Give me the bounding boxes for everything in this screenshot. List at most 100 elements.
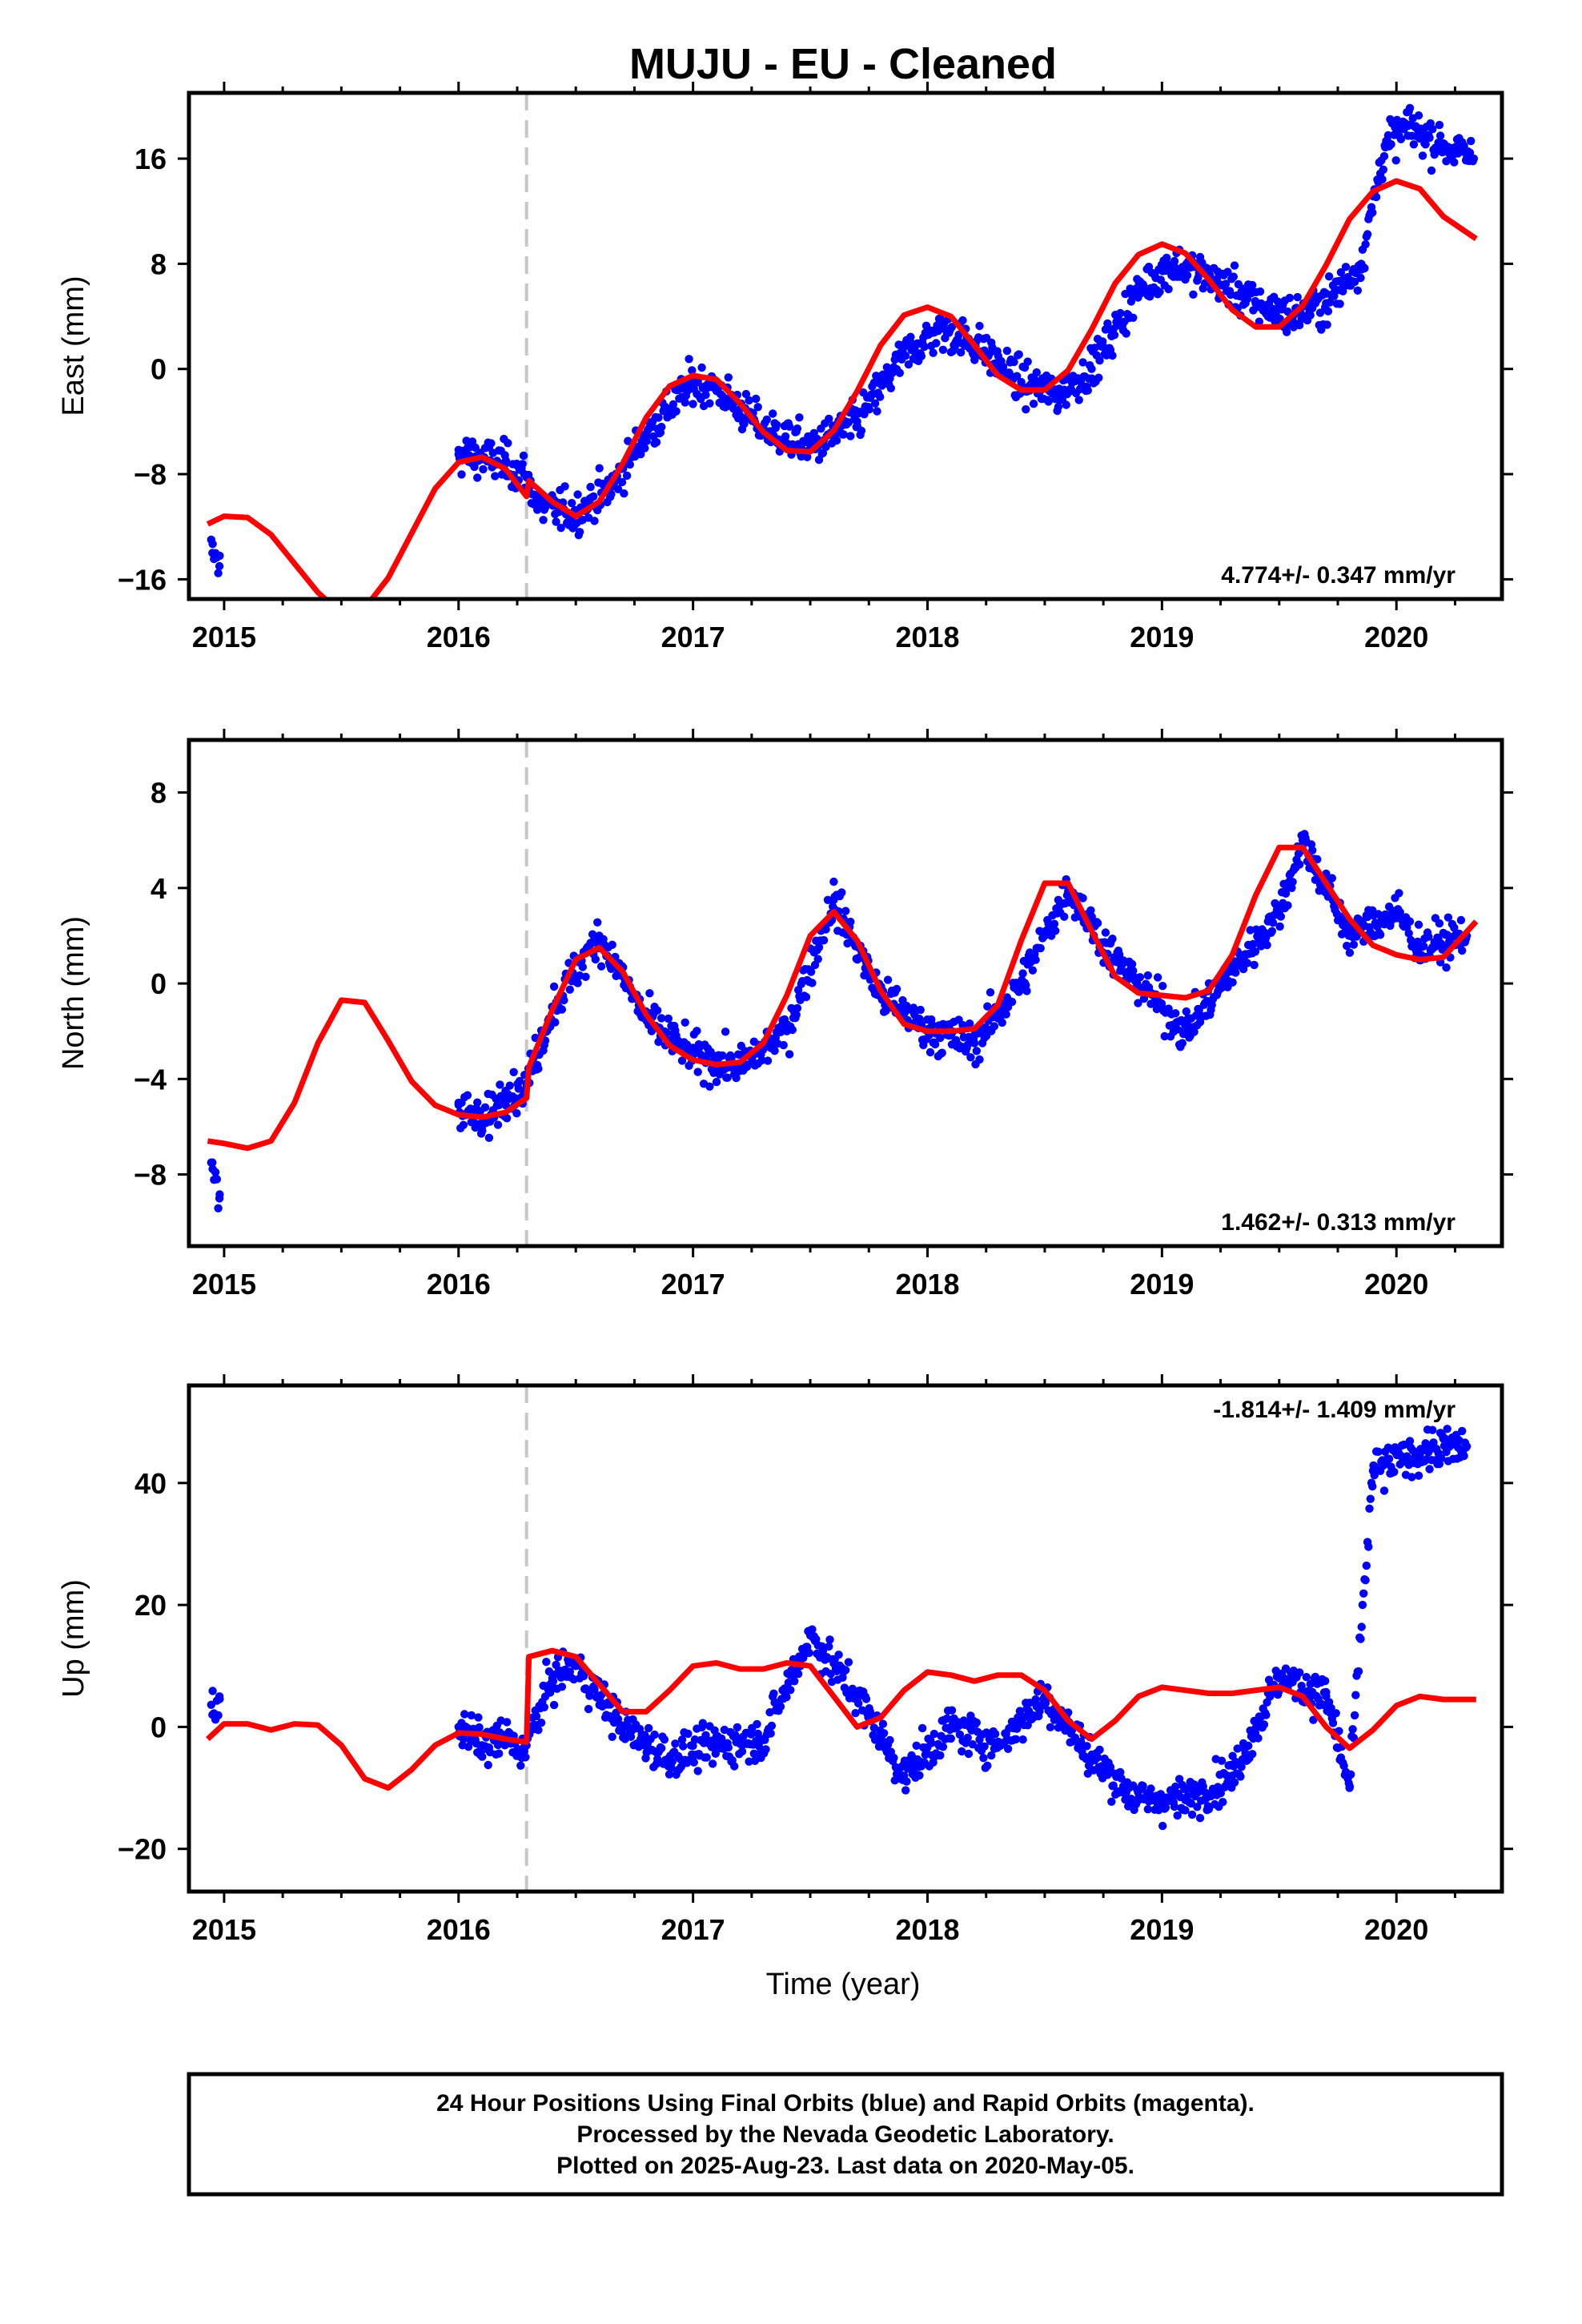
daily-position-point — [1366, 1494, 1375, 1503]
data-point — [1322, 1692, 1331, 1701]
daily-position-point — [1323, 307, 1333, 316]
daily-position-point — [640, 1731, 649, 1739]
daily-position-point — [1465, 148, 1475, 157]
daily-position-point — [1078, 358, 1087, 367]
data-point — [641, 430, 651, 439]
data-point — [1134, 286, 1143, 295]
daily-position-point — [705, 399, 714, 408]
daily-position-point — [1262, 1711, 1271, 1719]
y-tick-label: 20 — [135, 1589, 167, 1622]
daily-position-point — [938, 1048, 946, 1057]
daily-position-point — [1309, 1715, 1318, 1724]
daily-position-point — [1255, 317, 1264, 326]
daily-position-point — [1263, 940, 1271, 950]
daily-position-point — [470, 462, 479, 472]
daily-position-point — [1343, 941, 1351, 951]
daily-position-point — [865, 405, 873, 414]
daily-position-point — [907, 1751, 916, 1760]
daily-position-point — [900, 1008, 909, 1018]
daily-position-point — [942, 1714, 952, 1723]
daily-position-point — [801, 992, 811, 1002]
daily-position-point — [966, 1019, 974, 1028]
daily-position-point — [1106, 1763, 1115, 1771]
daily-position-point — [762, 415, 771, 424]
daily-position-point — [736, 412, 745, 420]
data-point — [548, 1674, 557, 1683]
daily-position-point — [757, 1055, 766, 1065]
daily-position-point — [568, 499, 576, 508]
daily-position-point — [1007, 997, 1017, 1007]
daily-position-point — [1297, 1682, 1306, 1691]
data-point — [1392, 907, 1401, 916]
daily-position-point — [1467, 136, 1476, 146]
daily-position-point — [763, 1056, 773, 1065]
daily-position-point — [671, 1739, 680, 1748]
data-point — [1052, 391, 1061, 400]
daily-position-point — [640, 444, 649, 452]
daily-position-point — [745, 396, 753, 405]
data-point — [215, 561, 224, 571]
daily-position-point — [1275, 922, 1284, 931]
data-point — [477, 1741, 487, 1750]
x-tick-label: 2020 — [1364, 621, 1428, 653]
data-point — [1169, 259, 1178, 268]
data-point — [853, 417, 861, 426]
daily-position-point — [1162, 253, 1171, 263]
daily-position-point — [484, 1760, 492, 1770]
daily-position-point — [805, 1648, 813, 1658]
daily-position-point — [1007, 1717, 1017, 1727]
daily-position-point — [947, 1706, 957, 1715]
daily-position-point — [1368, 208, 1377, 217]
daily-position-point — [684, 1729, 693, 1739]
daily-position-point — [806, 967, 816, 976]
daily-position-point — [1181, 1806, 1190, 1815]
daily-position-point — [702, 1753, 711, 1762]
data-point — [1110, 955, 1120, 964]
daily-position-point — [718, 1051, 727, 1060]
daily-position-point — [936, 1033, 945, 1043]
daily-position-point — [1093, 1753, 1102, 1762]
daily-position-point — [1108, 935, 1117, 943]
daily-position-point — [644, 1723, 653, 1733]
y-tick-label: 16 — [135, 143, 167, 175]
daily-position-point — [1010, 357, 1018, 367]
daily-position-point — [681, 1018, 689, 1027]
x-tick-label: 2020 — [1364, 1268, 1428, 1301]
daily-position-point — [928, 1020, 937, 1029]
x-tick-label: 2016 — [427, 621, 491, 653]
daily-position-point — [1044, 397, 1053, 406]
daily-position-point — [586, 482, 595, 492]
daily-position-point — [793, 1003, 802, 1013]
daily-position-point — [701, 390, 710, 400]
data-point — [689, 377, 697, 387]
daily-position-point — [1356, 273, 1365, 283]
daily-position-point — [741, 389, 751, 399]
data-point — [805, 1631, 815, 1640]
daily-position-point — [1062, 400, 1070, 409]
daily-position-point — [581, 972, 590, 982]
y-tick-label: −20 — [118, 1833, 167, 1866]
figure-title: MUJU - EU - Cleaned — [629, 40, 1057, 88]
y-tick-label: −8 — [134, 458, 167, 491]
y-tick-label: 8 — [151, 247, 167, 280]
daily-position-point — [1368, 1482, 1377, 1491]
daily-position-point — [515, 1076, 524, 1086]
data-point — [208, 1158, 217, 1167]
daily-position-point — [708, 1759, 717, 1768]
x-tick-label: 2020 — [1364, 1913, 1428, 1946]
daily-position-point — [795, 413, 804, 422]
x-tick-label: 2019 — [1130, 1913, 1194, 1946]
daily-position-point — [475, 1723, 484, 1732]
daily-position-point — [565, 985, 574, 994]
data-point — [1380, 141, 1389, 150]
daily-position-point — [1086, 906, 1095, 915]
daily-position-point — [1031, 955, 1040, 964]
daily-position-point — [693, 1068, 702, 1076]
daily-position-point — [607, 964, 616, 974]
data-point — [946, 1723, 956, 1731]
daily-position-point — [1295, 860, 1304, 869]
data-point — [712, 1741, 721, 1750]
daily-position-point — [653, 1755, 662, 1763]
daily-position-point — [1036, 943, 1045, 953]
daily-position-point — [906, 332, 915, 341]
